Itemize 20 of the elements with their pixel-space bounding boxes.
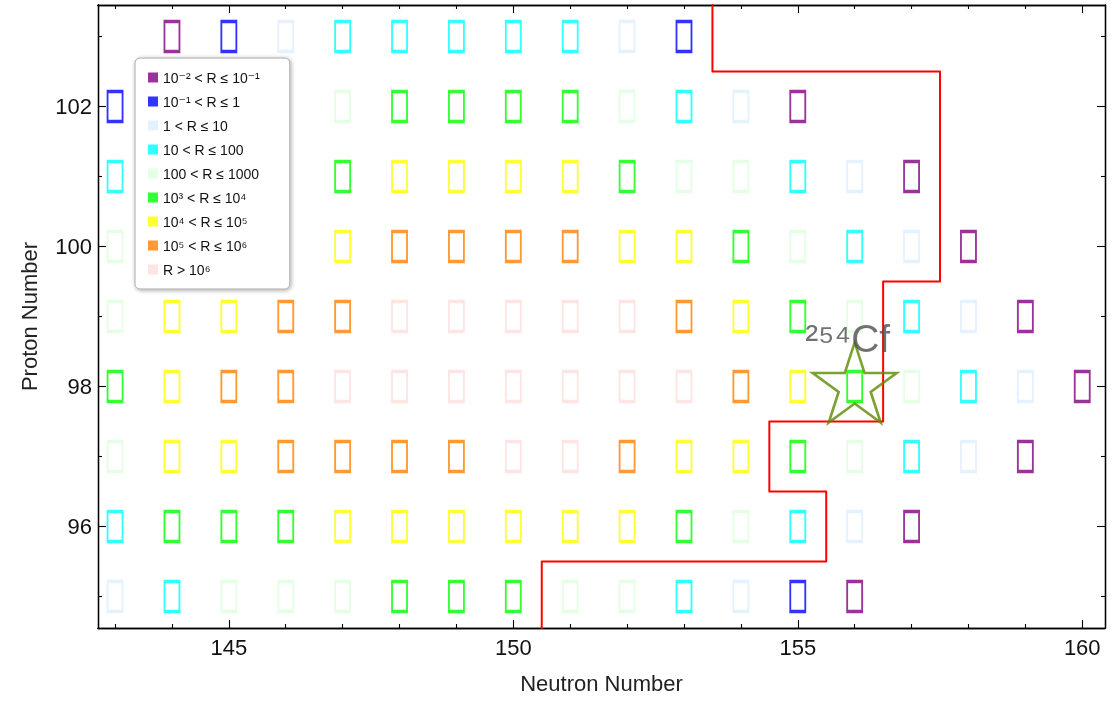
legend-label: 10⁵ < R ≤ 10⁶	[163, 237, 248, 254]
y-tick-label: 96	[67, 514, 92, 539]
y-axis-title: Proton Number	[16, 241, 42, 392]
x-tick-label: 155	[779, 634, 817, 660]
x-axis-title: Neutron Number	[520, 670, 683, 696]
legend-label: 10 < R ≤ 100	[163, 141, 244, 158]
x-tick-label: 145	[210, 634, 248, 660]
y-tick-label: 98	[67, 374, 92, 399]
legend-label: 100 < R ≤ 1000	[163, 165, 260, 182]
y-tick-label: 100	[55, 234, 92, 259]
legend-label: R > 10⁶	[163, 261, 211, 278]
legend-label: 10⁻¹ < R ≤ 1	[163, 93, 241, 110]
legend-label: 10³ < R ≤ 10⁴	[163, 189, 247, 206]
x-tick-label: 160	[1063, 634, 1101, 660]
y-tick-label: 102	[55, 94, 92, 119]
legend-label: 10⁴ < R ≤ 10⁵	[163, 213, 248, 230]
line-series	[540, 4, 942, 629]
legend-label: 10⁻² < R ≤ 10⁻¹	[163, 69, 261, 86]
x-tick-label: 150	[494, 634, 532, 660]
legend-label: 1 < R ≤ 10	[163, 117, 229, 134]
